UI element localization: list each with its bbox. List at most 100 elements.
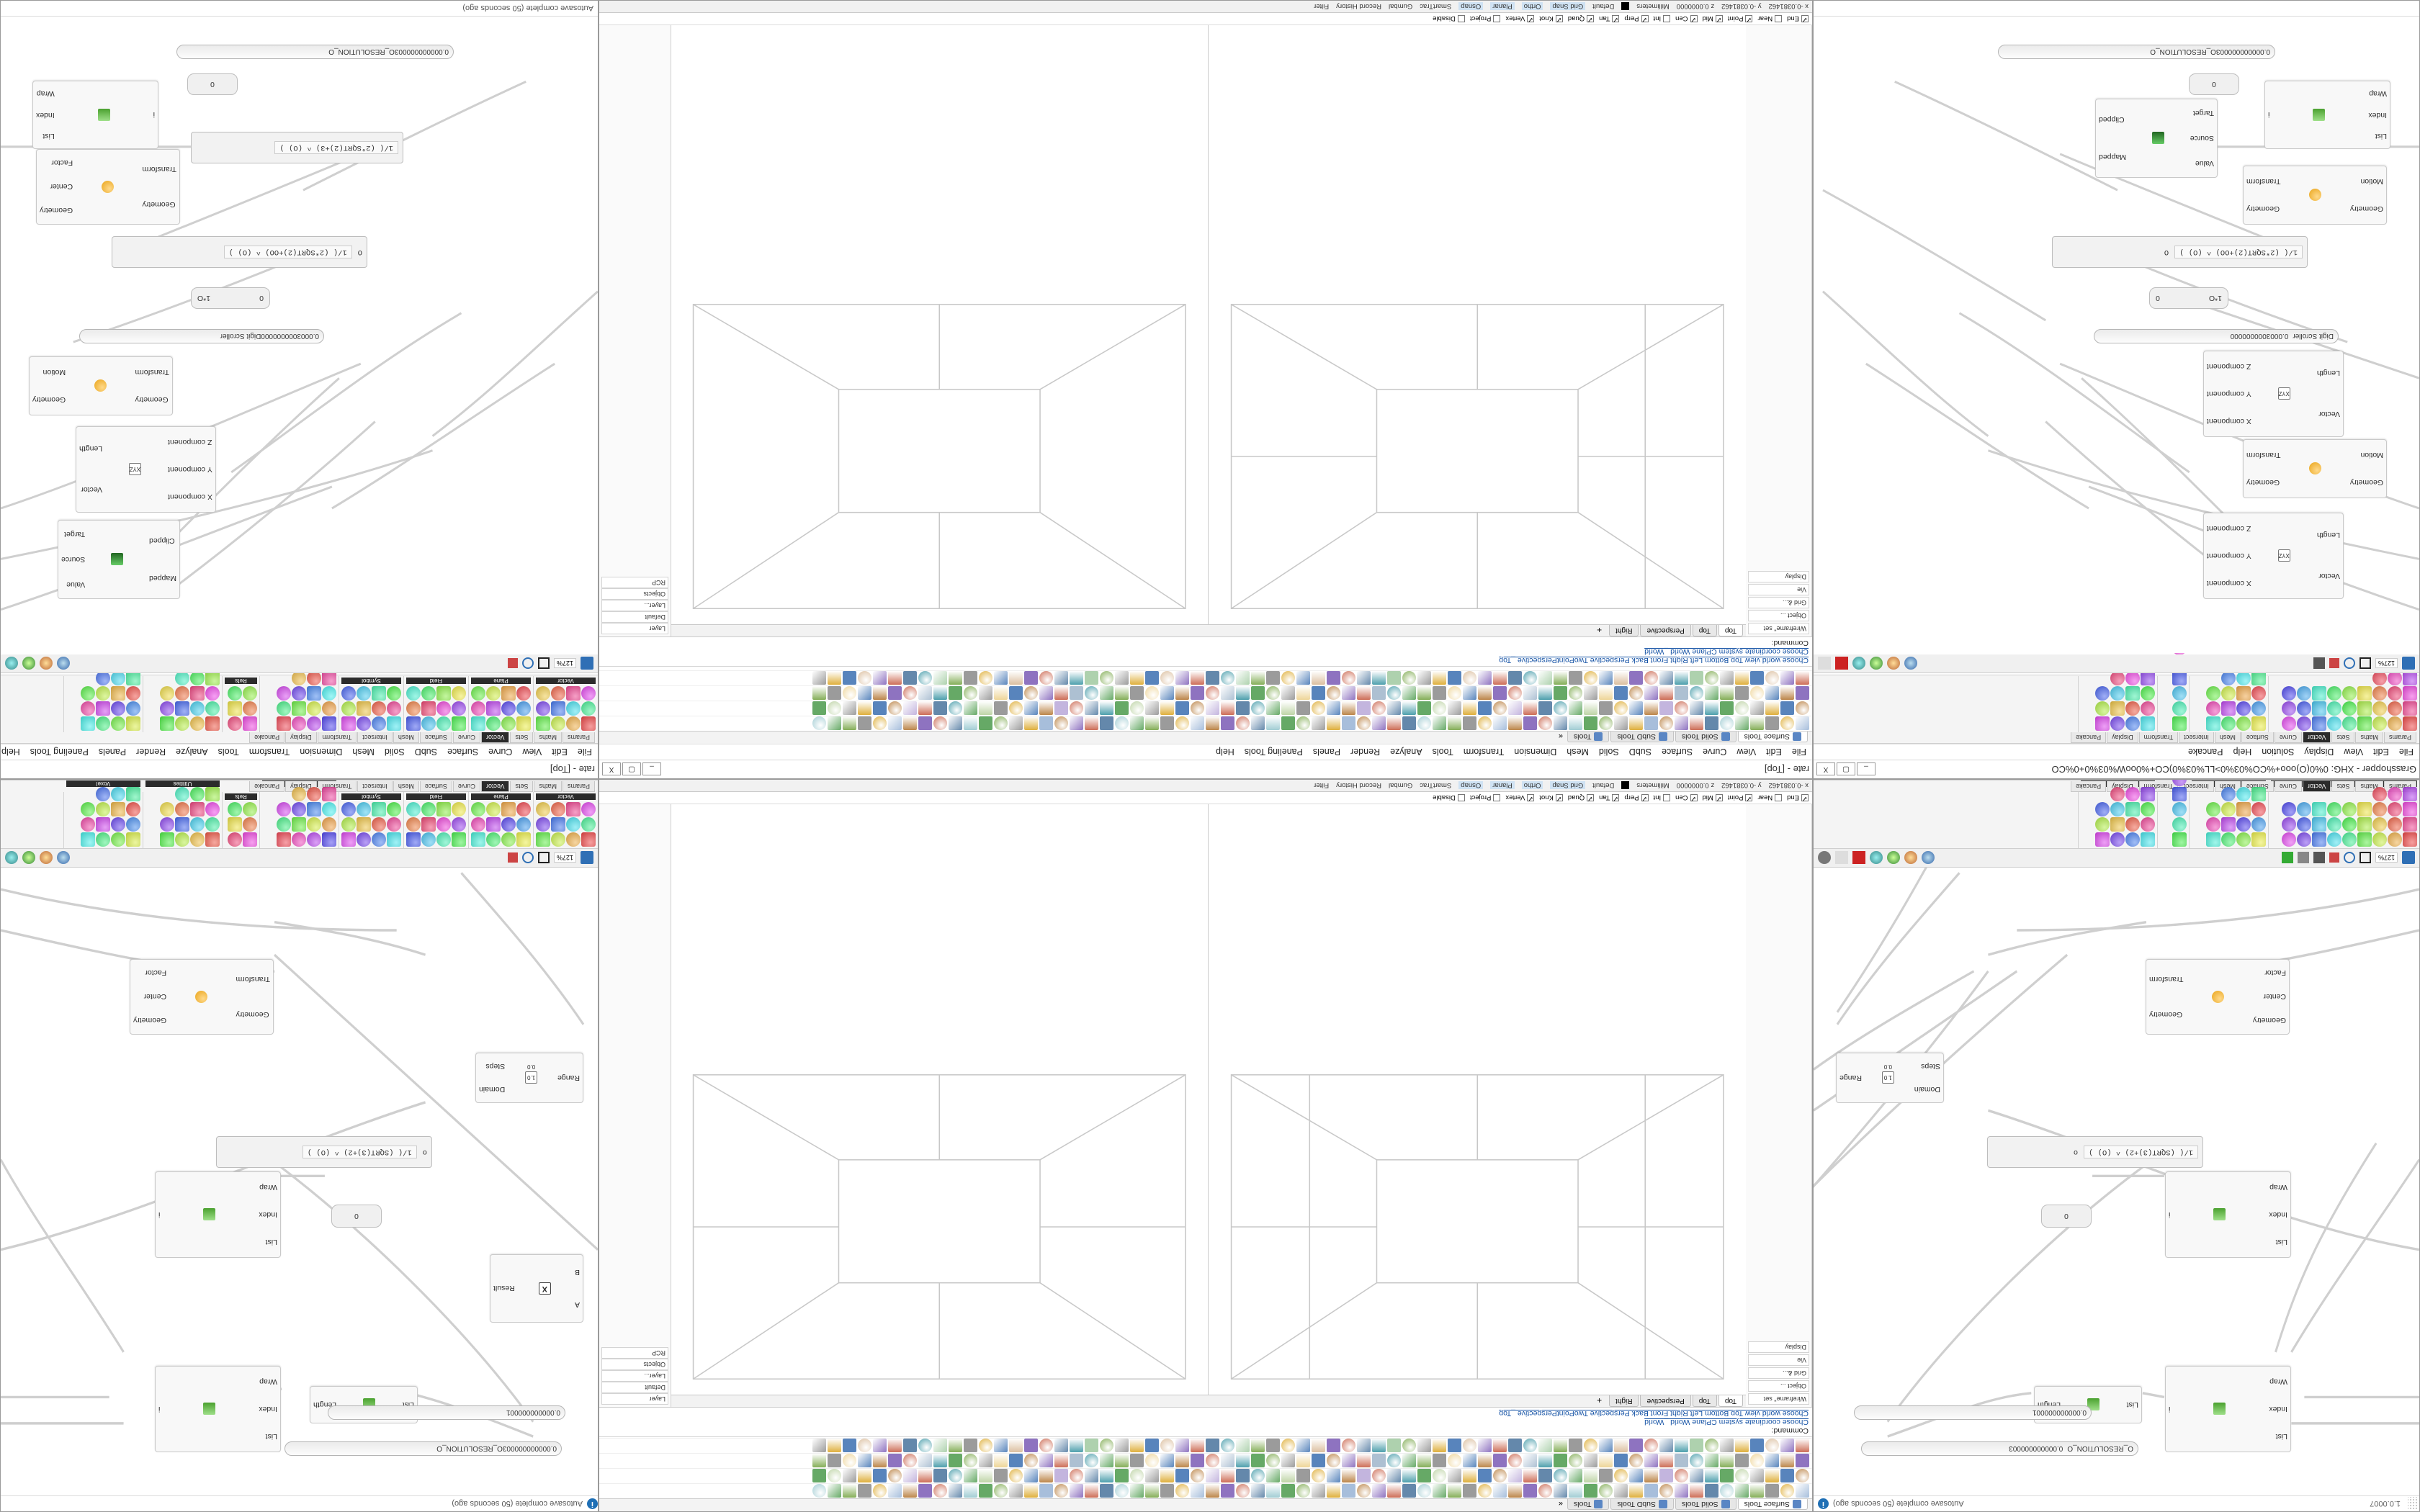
gh-component-icon[interactable] [2403, 787, 2417, 801]
tool-icon[interactable] [1402, 1469, 1416, 1483]
tool-icon[interactable] [1387, 1484, 1401, 1498]
tool-icon[interactable] [1659, 1439, 1673, 1453]
tool-icon[interactable] [828, 1454, 841, 1468]
tool-icon[interactable] [812, 716, 826, 731]
gh-component-icon[interactable] [2327, 686, 2341, 701]
tool-icon[interactable] [1402, 1439, 1416, 1453]
checkbox-icon[interactable] [1715, 794, 1723, 801]
tool-icon[interactable] [1070, 1469, 1083, 1483]
tool-icon[interactable] [1599, 1439, 1613, 1453]
gh-component-icon[interactable] [96, 716, 110, 731]
tool-icon[interactable] [843, 671, 856, 685]
gh-component-icon[interactable] [2372, 701, 2387, 716]
gh-component-icon[interactable] [436, 832, 451, 847]
rhino-menu-item-panels[interactable]: Panels [1312, 747, 1341, 757]
tool-icon[interactable] [933, 716, 947, 731]
gh-ribbon-tab-intersect[interactable]: Intersect [2179, 732, 2214, 743]
gh-ribbon-tab-pancake[interactable]: Pancake [249, 781, 285, 792]
tool-icon[interactable] [1039, 1469, 1053, 1483]
gh-component-icon[interactable] [2342, 802, 2357, 816]
tool-icon[interactable] [1735, 716, 1749, 731]
rhino-panel-wireframeset[interactable]: Wireframe" set [1748, 623, 1809, 634]
rhino-menu-item-edit[interactable]: Edit [552, 747, 568, 757]
tool-icon[interactable] [994, 1439, 1008, 1453]
checkbox-icon[interactable] [1612, 15, 1620, 22]
tool-icon[interactable] [933, 1454, 947, 1468]
tool-icon[interactable] [1448, 686, 1461, 701]
tool-icon[interactable] [1039, 716, 1053, 731]
gh-component-icon[interactable] [536, 686, 550, 701]
gh-component-icon[interactable] [471, 701, 485, 716]
tool-icon[interactable] [1191, 1484, 1204, 1498]
gh-component-icon[interactable] [406, 701, 421, 716]
osnap-near[interactable]: Near [1758, 15, 1783, 23]
gh-menu-item-view[interactable]: View [2344, 747, 2364, 757]
tool-icon[interactable] [888, 1484, 902, 1498]
tool-icon[interactable] [1675, 701, 1688, 716]
tool-icon[interactable] [918, 701, 932, 716]
tool-icon[interactable] [1417, 1484, 1431, 1498]
tool-icon[interactable] [1009, 1454, 1023, 1468]
rhino-panel-objects[interactable]: Objects [601, 1359, 668, 1370]
gh-panel-symbol[interactable]: Symbol [339, 676, 403, 732]
gh-component-icon[interactable] [406, 716, 421, 731]
rhino-menu-item-tools[interactable]: Tools [218, 747, 239, 757]
minimize-button[interactable]: _ [642, 762, 661, 776]
gh-component-icon[interactable] [2172, 817, 2187, 832]
maximize-button[interactable]: ▢ [1837, 762, 1855, 776]
gh-panel-refl[interactable]: Refl. [2157, 634, 2189, 732]
tool-icon[interactable] [1614, 671, 1628, 685]
tool-icon[interactable] [1750, 1484, 1764, 1498]
shade-icon-4[interactable] [5, 657, 18, 670]
tool-icon[interactable] [1191, 1439, 1204, 1453]
eye-icon[interactable] [521, 657, 534, 670]
gh-component-icon[interactable] [2342, 832, 2357, 847]
gh-ribbon-tab-params[interactable]: Params [2383, 732, 2416, 743]
tool-icon[interactable] [1735, 701, 1749, 716]
checkbox-icon[interactable] [1775, 15, 1783, 22]
gh-panel-utilities[interactable]: Utilities [143, 665, 222, 732]
gh-component-icon[interactable] [2327, 701, 2341, 716]
gh-component-icon[interactable] [2095, 716, 2110, 731]
gh-component-icon[interactable] [277, 802, 291, 816]
tool-icon[interactable] [1690, 1484, 1703, 1498]
gh-component-icon[interactable] [190, 716, 205, 731]
gh-component-icon[interactable] [501, 832, 516, 847]
gh-component-icon[interactable] [160, 686, 174, 701]
shade-icon-6[interactable] [1835, 851, 1848, 865]
osnap-project[interactable]: Project [1470, 15, 1501, 23]
tool-icon[interactable] [1024, 701, 1038, 716]
tool-icon[interactable] [964, 1439, 977, 1453]
tool-icon[interactable] [1160, 1439, 1174, 1453]
list-item-node-2[interactable]: List Index Wrap i [155, 1171, 281, 1258]
gh-component-icon[interactable] [436, 817, 451, 832]
tool-icon[interactable] [1296, 686, 1310, 701]
tool-icon[interactable] [1115, 1439, 1129, 1453]
tool-icon[interactable] [1070, 671, 1083, 685]
tool-icon[interactable] [1039, 1484, 1053, 1498]
gh-component-icon[interactable] [175, 686, 189, 701]
gh-ribbon-1[interactable]: VoxelUtilitiesRefl.Nform ParamsMathsSets… [1814, 779, 2419, 849]
tool-icon[interactable] [1629, 716, 1643, 731]
tool-icon[interactable] [843, 1454, 856, 1468]
tool-icon[interactable] [1115, 701, 1129, 716]
gh-component-icon[interactable] [2110, 787, 2125, 801]
tool-icon[interactable] [1448, 1439, 1461, 1453]
gh-panel-field[interactable]: Field [403, 676, 468, 732]
tool-icon[interactable] [1085, 1484, 1098, 1498]
gh-component-icon[interactable] [2172, 701, 2187, 716]
gh-component-icon[interactable] [81, 817, 95, 832]
coord-line[interactable]: Choose coordinate system CPlane World _W… [1644, 647, 1809, 656]
gh-component-icon[interactable] [2342, 716, 2357, 731]
tool-icon[interactable] [1720, 671, 1734, 685]
tool-icon[interactable] [1160, 716, 1174, 731]
one-times-o-pill[interactable]: 1*O 0 [2149, 287, 2228, 309]
tool-icon[interactable] [1175, 1454, 1189, 1468]
tool-icon[interactable] [1554, 1439, 1567, 1453]
gh-component-icon[interactable] [277, 686, 291, 701]
tool-icon[interactable] [1296, 1469, 1310, 1483]
gh-menu-item-display[interactable]: Display [2304, 747, 2334, 757]
gh-component-icon[interactable] [2141, 701, 2155, 716]
checkbox-icon[interactable] [1690, 794, 1698, 801]
tool-icon[interactable] [1145, 701, 1159, 716]
